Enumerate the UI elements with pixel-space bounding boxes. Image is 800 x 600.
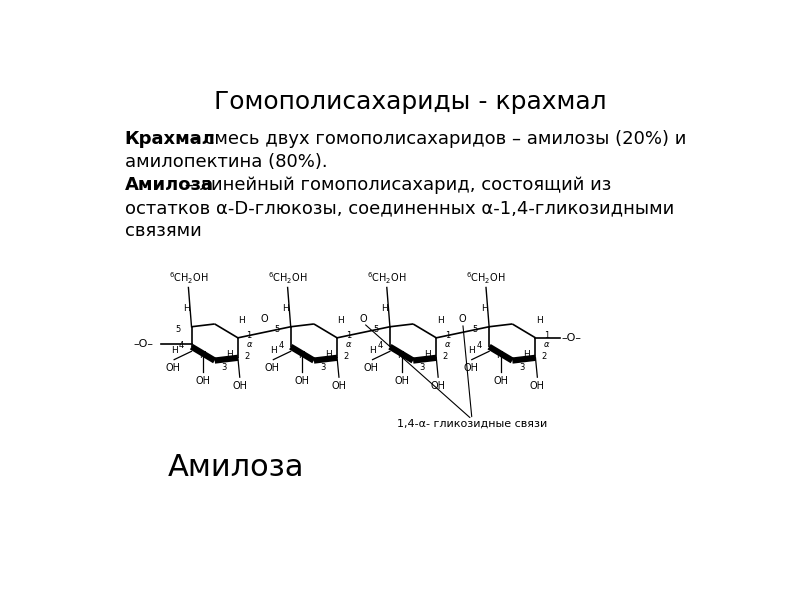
Text: H: H bbox=[536, 316, 542, 325]
Text: 1: 1 bbox=[346, 331, 351, 340]
Text: H: H bbox=[424, 350, 431, 359]
Text: α: α bbox=[544, 340, 550, 349]
Text: Амилоза: Амилоза bbox=[168, 453, 305, 482]
Text: 3: 3 bbox=[222, 363, 226, 372]
Text: –O–: –O– bbox=[133, 340, 153, 349]
Text: – смесь двух гомополисахаридов – амилозы (20%) и: – смесь двух гомополисахаридов – амилозы… bbox=[184, 130, 686, 148]
Text: 3: 3 bbox=[420, 363, 425, 372]
Text: 5: 5 bbox=[374, 325, 379, 334]
Text: α: α bbox=[445, 340, 450, 349]
Text: H: H bbox=[199, 352, 206, 361]
Text: O: O bbox=[360, 314, 367, 324]
Text: OH: OH bbox=[166, 364, 181, 373]
Text: 4: 4 bbox=[179, 341, 184, 350]
Text: H: H bbox=[369, 346, 376, 355]
Text: 5: 5 bbox=[175, 325, 181, 334]
Text: 1: 1 bbox=[445, 331, 450, 340]
Text: H: H bbox=[270, 346, 277, 355]
Text: O: O bbox=[459, 314, 466, 324]
Text: H: H bbox=[497, 352, 503, 361]
Text: 4: 4 bbox=[278, 341, 283, 350]
Text: H: H bbox=[226, 350, 233, 359]
Text: H: H bbox=[481, 304, 487, 313]
Text: H: H bbox=[183, 304, 190, 313]
Text: Крахмал: Крахмал bbox=[125, 130, 216, 148]
Text: OH: OH bbox=[494, 376, 508, 386]
Text: $^{6}$CH$_2$OH: $^{6}$CH$_2$OH bbox=[367, 270, 406, 286]
Text: H: H bbox=[398, 352, 404, 361]
Text: 2: 2 bbox=[244, 352, 249, 361]
Text: H: H bbox=[523, 350, 530, 359]
Text: связями: связями bbox=[125, 222, 202, 240]
Text: H: H bbox=[325, 350, 332, 359]
Text: 2: 2 bbox=[542, 352, 546, 361]
Text: амилопектина (80%).: амилопектина (80%). bbox=[125, 153, 327, 171]
Text: –O–: –O– bbox=[562, 333, 582, 343]
Text: 4: 4 bbox=[477, 341, 482, 350]
Text: 1,4-α- гликозидные связи: 1,4-α- гликозидные связи bbox=[397, 419, 547, 428]
Text: Гомополисахариды - крахмал: Гомополисахариды - крахмал bbox=[214, 91, 606, 115]
Text: $^{6}$CH$_2$OH: $^{6}$CH$_2$OH bbox=[169, 270, 208, 286]
Text: H: H bbox=[298, 352, 305, 361]
Text: H: H bbox=[468, 346, 475, 355]
Text: 2: 2 bbox=[343, 352, 348, 361]
Text: H: H bbox=[170, 346, 178, 355]
Text: – линейный гомополисахарид, состоящий из: – линейный гомополисахарид, состоящий из bbox=[179, 176, 612, 194]
Text: OH: OH bbox=[394, 376, 409, 386]
Text: 5: 5 bbox=[274, 325, 280, 334]
Text: 1: 1 bbox=[544, 331, 550, 340]
Text: H: H bbox=[382, 304, 388, 313]
Text: OH: OH bbox=[463, 364, 478, 373]
Text: $^{6}$CH$_2$OH: $^{6}$CH$_2$OH bbox=[466, 270, 506, 286]
Text: α: α bbox=[246, 340, 252, 349]
Text: 3: 3 bbox=[519, 363, 524, 372]
Text: OH: OH bbox=[295, 376, 310, 386]
Text: H: H bbox=[282, 304, 289, 313]
Text: OH: OH bbox=[196, 376, 210, 386]
Text: α: α bbox=[346, 340, 351, 349]
Text: остатков α-D-глюкозы, соединенных α-1,4-гликозидными: остатков α-D-глюкозы, соединенных α-1,4-… bbox=[125, 199, 674, 217]
Text: 3: 3 bbox=[321, 363, 326, 372]
Text: 4: 4 bbox=[378, 341, 382, 350]
Text: H: H bbox=[238, 316, 245, 325]
Text: OH: OH bbox=[430, 381, 446, 391]
Text: OH: OH bbox=[232, 381, 247, 391]
Text: H: H bbox=[437, 316, 443, 325]
Text: OH: OH bbox=[364, 364, 379, 373]
Text: H: H bbox=[338, 316, 344, 325]
Text: OH: OH bbox=[530, 381, 545, 391]
Text: $^{6}$CH$_2$OH: $^{6}$CH$_2$OH bbox=[268, 270, 307, 286]
Text: O: O bbox=[261, 314, 268, 324]
Text: OH: OH bbox=[331, 381, 346, 391]
Text: 5: 5 bbox=[473, 325, 478, 334]
Text: Амилоза: Амилоза bbox=[125, 176, 214, 194]
Text: 1: 1 bbox=[246, 331, 252, 340]
Text: OH: OH bbox=[265, 364, 280, 373]
Text: 2: 2 bbox=[442, 352, 447, 361]
